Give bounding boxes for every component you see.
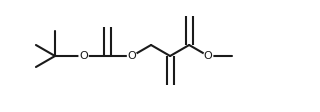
Text: O: O xyxy=(79,51,88,61)
Ellipse shape xyxy=(79,51,88,61)
Ellipse shape xyxy=(204,51,213,61)
Text: O: O xyxy=(128,51,136,61)
Text: O: O xyxy=(204,51,212,61)
Ellipse shape xyxy=(127,51,137,61)
